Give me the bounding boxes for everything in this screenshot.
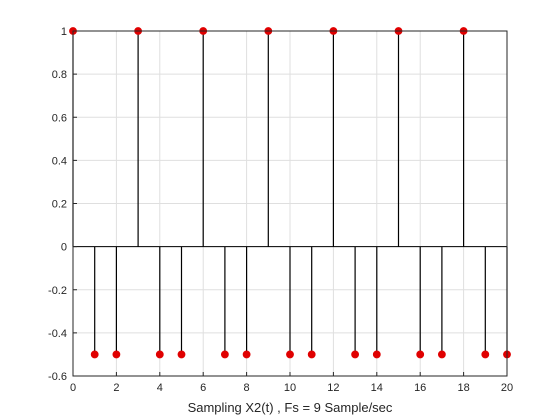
y-tick-label: -0.4 (48, 328, 67, 340)
x-tick-label: 18 (457, 382, 469, 394)
markers (69, 27, 511, 359)
x-axis-ticks: 0 2 4 6 8 10 12 14 16 18 20 (70, 372, 513, 394)
stem-marker (90, 350, 99, 359)
y-tick-label: 0.2 (52, 199, 67, 211)
x-tick-label: 8 (244, 382, 250, 394)
stem-marker (307, 350, 316, 359)
x-tick-label: 6 (200, 382, 206, 394)
x-tick-label: 10 (284, 382, 296, 394)
stem-marker (437, 350, 446, 359)
stem-marker (112, 350, 121, 359)
y-tick-label: 0.8 (52, 69, 67, 81)
stem-marker (220, 350, 229, 359)
x-tick-label: 20 (501, 382, 513, 394)
stem-marker (481, 350, 490, 359)
y-tick-label: 0.6 (52, 112, 67, 124)
y-axis-ticks: -0.6 -0.4 -0.2 0 0.2 0.4 0.6 0.8 1 (48, 26, 77, 383)
y-tick-label: -0.6 (48, 371, 67, 383)
stem-marker (351, 350, 359, 359)
y-tick-label: 0 (61, 242, 67, 254)
y-tick-label: 0.4 (52, 155, 67, 167)
stem-marker (242, 350, 251, 359)
stem-marker (372, 350, 381, 359)
x-tick-label: 16 (414, 382, 426, 394)
stem-marker (177, 350, 186, 359)
y-tick-label: 1 (61, 26, 67, 38)
y-tick-label: -0.2 (48, 285, 67, 297)
stem-marker (286, 350, 294, 359)
x-tick-label: 0 (70, 382, 76, 394)
stem-marker (416, 350, 425, 359)
x-tick-label: 14 (371, 382, 383, 394)
x-tick-label: 2 (113, 382, 119, 394)
x-axis-label: Sampling X2(t) , Fs = 9 Sample/sec (188, 400, 393, 415)
x-tick-label: 12 (327, 382, 339, 394)
stem-marker (155, 350, 164, 359)
x-tick-label: 4 (157, 382, 163, 394)
